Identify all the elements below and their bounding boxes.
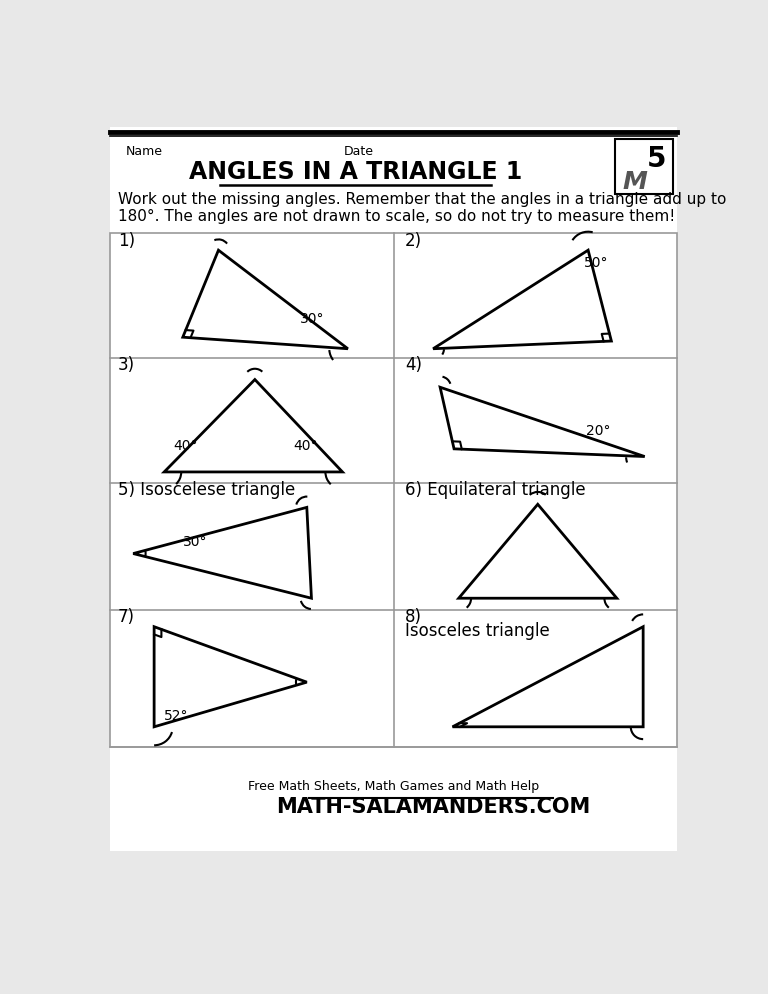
Text: 50°: 50° bbox=[584, 256, 609, 270]
Text: Date: Date bbox=[344, 145, 374, 158]
Text: 40°: 40° bbox=[174, 439, 198, 453]
Text: 40°: 40° bbox=[293, 439, 318, 453]
Text: 180°. The angles are not drawn to scale, so do not try to measure them!: 180°. The angles are not drawn to scale,… bbox=[118, 209, 675, 224]
Text: 30°: 30° bbox=[183, 535, 207, 549]
Text: Name: Name bbox=[125, 145, 163, 158]
Bar bbox=[110, 234, 677, 746]
Text: 6) Equilateral triangle: 6) Equilateral triangle bbox=[406, 481, 586, 499]
Text: M: M bbox=[622, 170, 647, 195]
Bar bbox=[615, 138, 673, 194]
Text: 2): 2) bbox=[406, 232, 422, 249]
Text: 20°: 20° bbox=[586, 424, 611, 438]
Text: 1): 1) bbox=[118, 232, 135, 249]
Text: 52°: 52° bbox=[164, 709, 189, 723]
Text: 3): 3) bbox=[118, 356, 135, 375]
Text: 30°: 30° bbox=[300, 311, 324, 326]
Text: MATH-SALAMANDERS.COM: MATH-SALAMANDERS.COM bbox=[276, 797, 591, 817]
Text: Work out the missing angles. Remember that the angles in a triangle add up to: Work out the missing angles. Remember th… bbox=[118, 192, 726, 207]
Text: 8): 8) bbox=[406, 608, 422, 626]
Text: 5: 5 bbox=[647, 145, 666, 173]
Text: 5) Isoscelese triangle: 5) Isoscelese triangle bbox=[118, 481, 295, 499]
Text: Free Math Sheets, Math Games and Math Help: Free Math Sheets, Math Games and Math He… bbox=[248, 780, 539, 793]
Text: ANGLES IN A TRIANGLE 1: ANGLES IN A TRIANGLE 1 bbox=[189, 160, 522, 184]
Text: Isosceles triangle: Isosceles triangle bbox=[406, 622, 550, 640]
Text: 7): 7) bbox=[118, 608, 134, 626]
Text: 4): 4) bbox=[406, 356, 422, 375]
